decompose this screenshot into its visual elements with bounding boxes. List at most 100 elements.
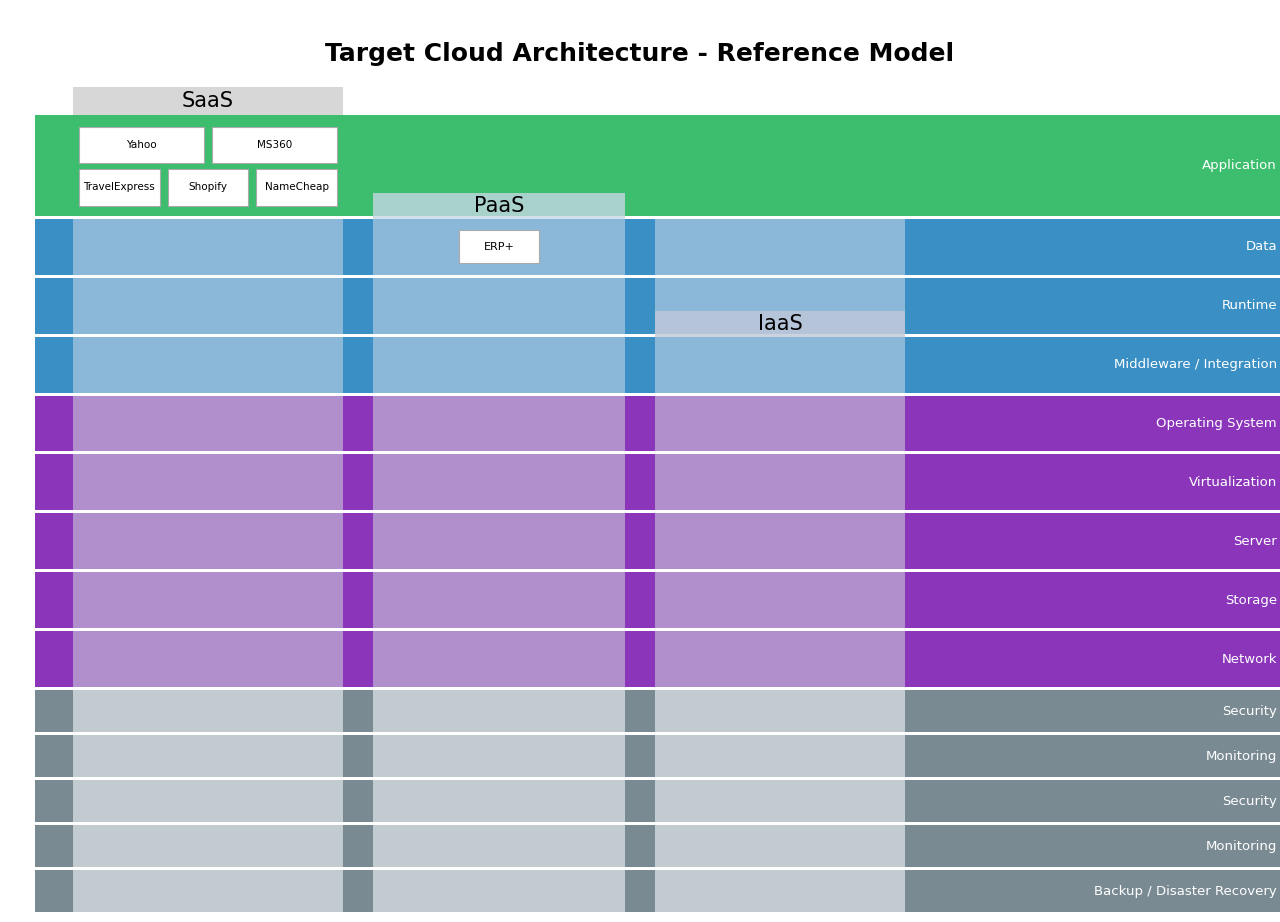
- Text: Target Cloud Architecture - Reference Model: Target Cloud Architecture - Reference Mo…: [325, 42, 955, 66]
- Text: Data: Data: [1245, 240, 1277, 254]
- Bar: [655, 278, 905, 334]
- Bar: [905, 396, 1280, 452]
- Bar: [625, 735, 655, 777]
- Bar: [905, 337, 1280, 393]
- Bar: [905, 780, 1280, 822]
- Bar: [625, 780, 655, 822]
- Bar: [905, 691, 1280, 732]
- Bar: [73, 219, 343, 275]
- Bar: [372, 780, 625, 822]
- Bar: [73, 455, 343, 511]
- Bar: [372, 573, 625, 628]
- Bar: [168, 170, 248, 206]
- Bar: [372, 735, 625, 777]
- Bar: [372, 632, 625, 687]
- Text: Monitoring: Monitoring: [1206, 840, 1277, 853]
- Bar: [343, 278, 372, 334]
- Bar: [625, 115, 655, 216]
- Bar: [35, 455, 73, 511]
- Bar: [372, 396, 625, 452]
- Text: Virtualization: Virtualization: [1189, 476, 1277, 489]
- Text: SaaS: SaaS: [182, 91, 234, 111]
- Bar: [625, 825, 655, 867]
- Bar: [655, 735, 905, 777]
- Bar: [372, 691, 625, 732]
- Bar: [655, 573, 905, 628]
- Bar: [655, 396, 905, 452]
- Text: Server: Server: [1233, 535, 1277, 548]
- Bar: [343, 396, 372, 452]
- Bar: [35, 691, 73, 732]
- Text: Backup / Disaster Recovery: Backup / Disaster Recovery: [1094, 884, 1277, 897]
- Text: TravelExpress: TravelExpress: [83, 183, 155, 193]
- Text: MS360: MS360: [257, 140, 292, 150]
- Bar: [655, 115, 905, 216]
- Bar: [625, 514, 655, 570]
- Bar: [73, 514, 343, 570]
- Bar: [905, 219, 1280, 275]
- Bar: [35, 870, 73, 912]
- Text: Monitoring: Monitoring: [1206, 750, 1277, 762]
- Bar: [35, 396, 73, 452]
- Text: ERP+: ERP+: [484, 242, 515, 252]
- Bar: [73, 632, 343, 687]
- Bar: [905, 870, 1280, 912]
- Bar: [35, 278, 73, 334]
- Text: Runtime: Runtime: [1221, 299, 1277, 313]
- Bar: [372, 514, 625, 570]
- Bar: [35, 780, 73, 822]
- Bar: [905, 514, 1280, 570]
- Bar: [73, 396, 343, 452]
- Text: Shopify: Shopify: [188, 183, 228, 193]
- Bar: [655, 870, 905, 912]
- Bar: [372, 455, 625, 511]
- Bar: [343, 780, 372, 822]
- Bar: [79, 127, 204, 163]
- Text: Storage: Storage: [1225, 594, 1277, 607]
- Bar: [372, 193, 625, 219]
- Bar: [256, 170, 337, 206]
- Bar: [79, 170, 160, 206]
- Bar: [73, 825, 343, 867]
- Bar: [343, 514, 372, 570]
- Bar: [372, 337, 625, 393]
- Bar: [625, 219, 655, 275]
- Bar: [905, 278, 1280, 334]
- Bar: [73, 870, 343, 912]
- Bar: [343, 337, 372, 393]
- Bar: [35, 825, 73, 867]
- Bar: [905, 573, 1280, 628]
- Bar: [905, 735, 1280, 777]
- Bar: [73, 780, 343, 822]
- Bar: [343, 870, 372, 912]
- Bar: [625, 691, 655, 732]
- Text: Middleware / Integration: Middleware / Integration: [1114, 358, 1277, 371]
- Bar: [343, 735, 372, 777]
- Bar: [905, 825, 1280, 867]
- Bar: [625, 278, 655, 334]
- Bar: [35, 632, 73, 687]
- Bar: [905, 455, 1280, 511]
- Bar: [35, 115, 73, 216]
- Bar: [905, 632, 1280, 687]
- Bar: [73, 735, 343, 777]
- Bar: [35, 573, 73, 628]
- Bar: [625, 632, 655, 687]
- Bar: [655, 514, 905, 570]
- Bar: [372, 870, 625, 912]
- Bar: [343, 573, 372, 628]
- Bar: [73, 115, 343, 216]
- Bar: [343, 219, 372, 275]
- Bar: [73, 87, 343, 115]
- Bar: [655, 337, 905, 393]
- Bar: [73, 691, 343, 732]
- Bar: [372, 115, 625, 216]
- Bar: [625, 396, 655, 452]
- Bar: [35, 735, 73, 777]
- Text: Security: Security: [1222, 795, 1277, 808]
- Bar: [212, 127, 337, 163]
- Bar: [655, 632, 905, 687]
- Bar: [343, 825, 372, 867]
- Text: NameCheap: NameCheap: [265, 183, 329, 193]
- Bar: [73, 337, 343, 393]
